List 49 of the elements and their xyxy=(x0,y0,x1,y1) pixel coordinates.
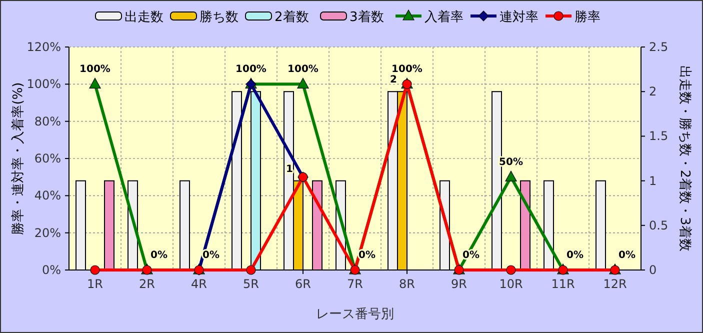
data-label: 0% xyxy=(150,250,168,261)
x-tick-label: 8R xyxy=(399,277,415,291)
legend-label: 出走数 xyxy=(124,10,164,25)
x-tick-label: 9R xyxy=(451,277,467,291)
y-tick-label: 0% xyxy=(42,263,61,277)
data-label: 0% xyxy=(618,250,636,261)
x-tick-label: 11R xyxy=(551,277,575,291)
y-tick-label: 120% xyxy=(26,40,61,54)
y2-tick-label: 1 xyxy=(649,174,657,188)
y-axis-title: 勝率・連対率・入着率(%) xyxy=(10,82,26,235)
point xyxy=(246,265,256,275)
data-label: 100% xyxy=(288,64,318,76)
data-label: 100% xyxy=(392,64,422,76)
data-label: 100% xyxy=(80,64,110,76)
y2-tick-label: 1.5 xyxy=(649,129,668,144)
legend-label: 連対率 xyxy=(500,9,538,25)
y2-tick-label: 0 xyxy=(649,263,657,277)
y-tick-label: 20% xyxy=(34,226,61,240)
data-label: 0% xyxy=(566,250,584,261)
x-tick-label: 1R xyxy=(87,277,103,291)
x-tick-label: 4R xyxy=(191,277,207,291)
point xyxy=(505,170,517,182)
data-label: 1 xyxy=(286,164,294,175)
y-tick-label: 80% xyxy=(34,114,61,128)
y2-tick-label: 0.5 xyxy=(649,218,668,232)
data-label: 2 xyxy=(390,74,398,86)
legend-label: 入着率 xyxy=(424,9,464,25)
legend-label: 勝ち数 xyxy=(200,10,238,25)
legend-label: 勝率 xyxy=(574,9,600,25)
point xyxy=(506,265,516,275)
y-tick-label: 60% xyxy=(34,152,61,166)
point xyxy=(89,78,101,88)
x-tick-label: 7R xyxy=(347,277,363,291)
x-tick-label: 10R xyxy=(499,277,523,291)
point xyxy=(297,78,309,88)
x-axis-title: レース番号別 xyxy=(316,307,394,322)
y-tick-label: 40% xyxy=(34,188,61,203)
x-tick-label: 12R xyxy=(603,277,627,291)
legend-label: 3着数 xyxy=(350,9,384,25)
legend-label: 2着数 xyxy=(274,9,309,25)
y2-tick-label: 2 xyxy=(649,84,657,99)
y2-axis-title: 出走数・勝ち数・2着数・3着数 xyxy=(677,66,693,252)
x-tick-label: 6R xyxy=(295,277,311,291)
y2-tick-label: 2.5 xyxy=(649,40,668,54)
x-tick-label: 5R xyxy=(243,277,259,291)
data-label: 100% xyxy=(236,64,266,76)
x-tick-label: 2R xyxy=(139,277,155,291)
y-tick-label: 100% xyxy=(26,77,61,92)
point xyxy=(90,265,100,275)
